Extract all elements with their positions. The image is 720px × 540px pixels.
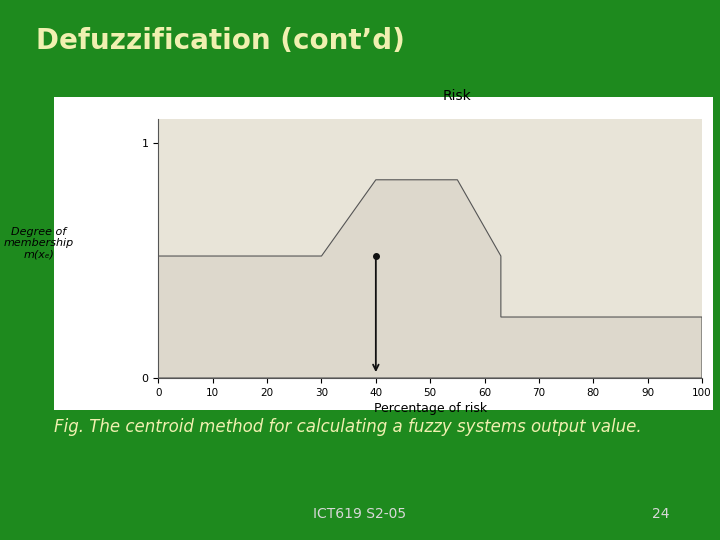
Text: Fig. The centroid method for calculating a fuzzy systems output value.: Fig. The centroid method for calculating…: [54, 418, 642, 436]
Text: Risk: Risk: [443, 89, 472, 103]
Polygon shape: [158, 180, 702, 378]
Text: ICT619 S2-05: ICT619 S2-05: [313, 507, 407, 521]
X-axis label: Percentage of risk: Percentage of risk: [374, 402, 487, 415]
Text: 24: 24: [652, 507, 670, 521]
Text: Degree of
membership
m(xₑ): Degree of membership m(xₑ): [4, 227, 74, 260]
Text: Defuzzification (cont’d): Defuzzification (cont’d): [36, 27, 405, 55]
